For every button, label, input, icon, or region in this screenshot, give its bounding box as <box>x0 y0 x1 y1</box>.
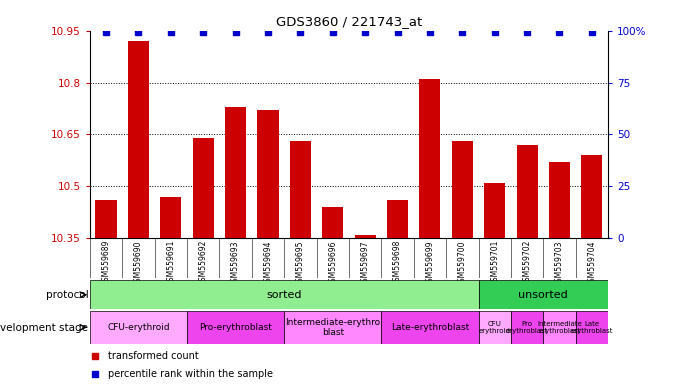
Text: GSM559693: GSM559693 <box>231 240 240 286</box>
Text: percentile rank within the sample: percentile rank within the sample <box>108 369 273 379</box>
Bar <box>549 162 570 238</box>
Text: GSM559696: GSM559696 <box>328 240 337 286</box>
Text: GSM559695: GSM559695 <box>296 240 305 286</box>
Bar <box>576 311 608 344</box>
Bar <box>387 200 408 238</box>
Bar <box>187 311 284 344</box>
Bar <box>517 145 538 238</box>
Text: GSM559689: GSM559689 <box>102 240 111 286</box>
Text: GSM559701: GSM559701 <box>490 240 499 286</box>
Bar <box>354 235 376 238</box>
Text: GSM559698: GSM559698 <box>393 240 402 286</box>
Bar <box>258 110 278 238</box>
Text: GSM559703: GSM559703 <box>555 240 564 286</box>
Text: Intermediate
erythroblast: Intermediate erythroblast <box>537 321 582 334</box>
Text: GSM559692: GSM559692 <box>199 240 208 286</box>
Text: CFU
erythroid: CFU erythroid <box>479 321 511 334</box>
Text: Pro-erythroblast: Pro-erythroblast <box>199 323 272 332</box>
Bar <box>581 155 603 238</box>
Text: Late-erythroblast: Late-erythroblast <box>391 323 469 332</box>
Bar <box>160 197 181 238</box>
Bar <box>484 183 505 238</box>
Bar <box>128 41 149 238</box>
Title: GDS3860 / 221743_at: GDS3860 / 221743_at <box>276 15 422 28</box>
Text: GSM559699: GSM559699 <box>426 240 435 286</box>
Bar <box>419 79 440 238</box>
Text: protocol: protocol <box>46 290 88 300</box>
Text: unsorted: unsorted <box>518 290 568 300</box>
Bar <box>543 311 576 344</box>
Text: Late
erythroblast: Late erythroblast <box>571 321 613 334</box>
Text: GSM559700: GSM559700 <box>458 240 467 286</box>
Bar <box>452 141 473 238</box>
Text: sorted: sorted <box>267 290 302 300</box>
Bar <box>284 311 381 344</box>
Bar <box>90 280 478 309</box>
Bar <box>193 138 214 238</box>
Bar <box>511 311 543 344</box>
Bar <box>478 280 608 309</box>
Text: development stage: development stage <box>0 323 88 333</box>
Text: GSM559697: GSM559697 <box>361 240 370 286</box>
Bar <box>322 207 343 238</box>
Text: Pro
erythroblast: Pro erythroblast <box>506 321 549 334</box>
Bar <box>381 311 478 344</box>
Bar <box>225 107 246 238</box>
Text: transformed count: transformed count <box>108 351 199 361</box>
Text: GSM559704: GSM559704 <box>587 240 596 286</box>
Text: GSM559702: GSM559702 <box>522 240 531 286</box>
Bar <box>90 311 187 344</box>
Bar <box>290 141 311 238</box>
Text: Intermediate-erythro
blast: Intermediate-erythro blast <box>285 318 380 337</box>
Bar <box>95 200 117 238</box>
Text: GSM559694: GSM559694 <box>263 240 272 286</box>
Bar <box>478 311 511 344</box>
Text: GSM559691: GSM559691 <box>167 240 176 286</box>
Text: GSM559690: GSM559690 <box>134 240 143 286</box>
Text: CFU-erythroid: CFU-erythroid <box>107 323 170 332</box>
